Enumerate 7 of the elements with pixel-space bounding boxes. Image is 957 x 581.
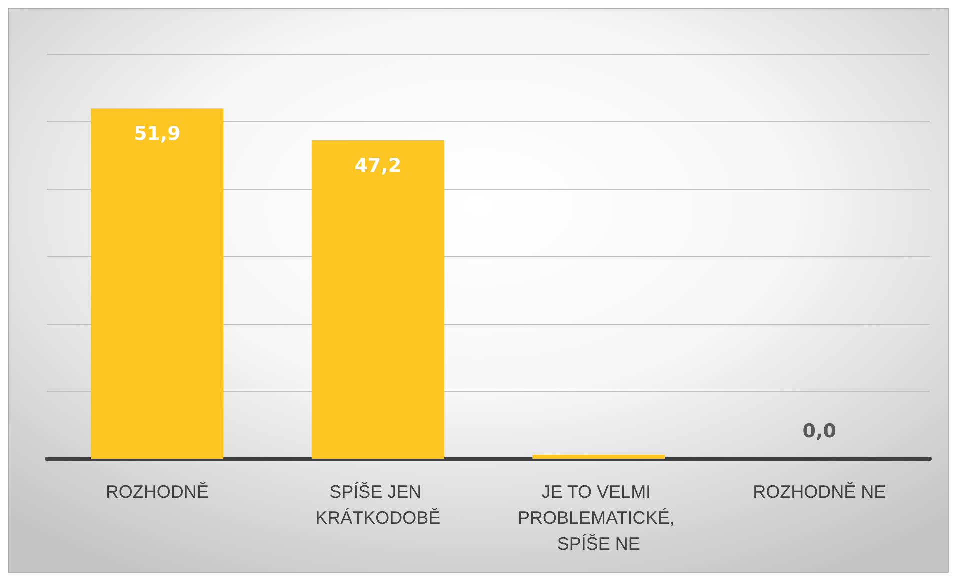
x-tick-label: ROZHODNĚ	[106, 482, 209, 502]
data-label: 47,2	[354, 154, 402, 177]
x-tick-label: SPÍŠE JEN KRÁTKODOBĚ	[316, 482, 441, 528]
x-tick-label: ROZHODNĚ NE	[753, 482, 886, 502]
x-tick-label: JE TO VELMI PROBLEMATICKÉ, SPÍŠE NE	[518, 482, 680, 554]
data-label: 51,9	[134, 123, 181, 146]
data-label: 0,0	[802, 420, 836, 442]
